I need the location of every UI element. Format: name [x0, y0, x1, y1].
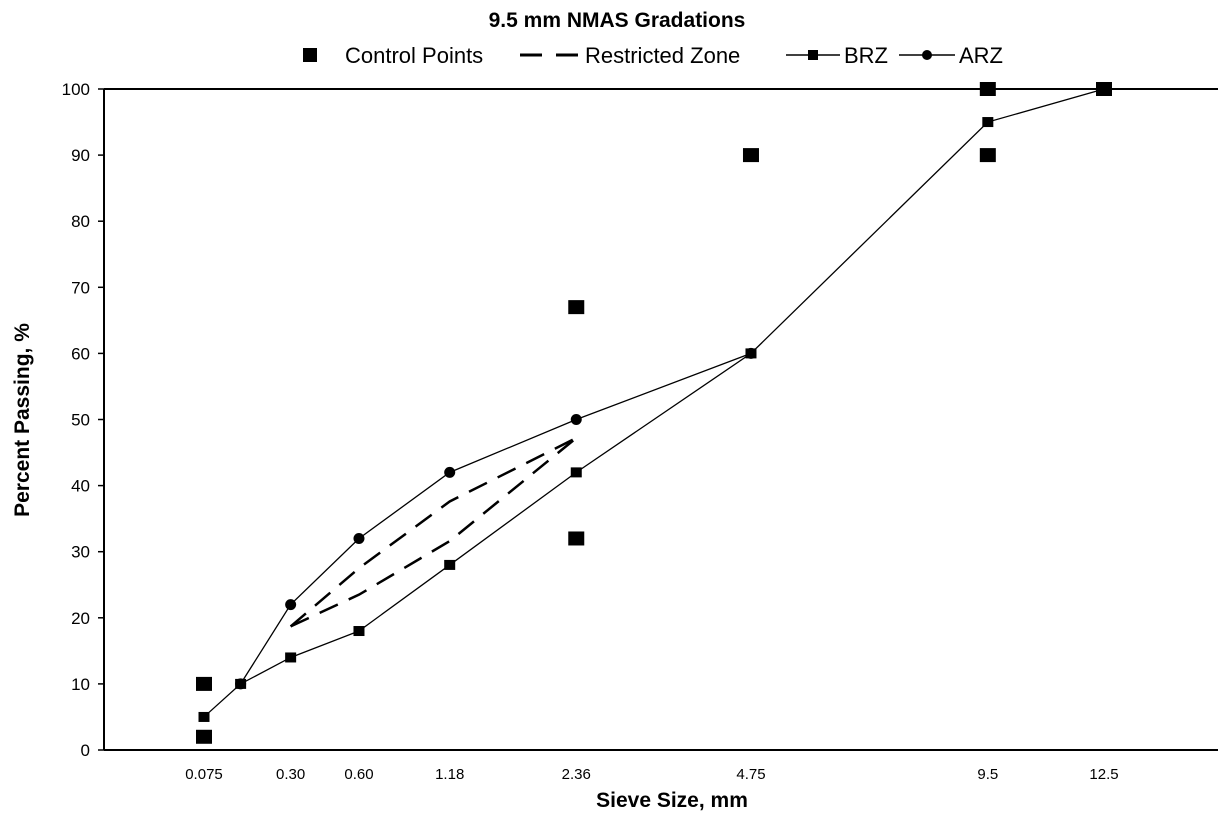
arz-point-marker	[235, 678, 247, 690]
control-point-marker	[196, 676, 212, 691]
series-layer	[196, 82, 1112, 744]
brz-point-marker	[444, 559, 456, 570]
x-tick-label: 0.60	[344, 766, 373, 783]
y-axis-title: Percent Passing, %	[11, 323, 34, 517]
control-point-marker	[979, 148, 996, 163]
brz-point-marker	[570, 467, 582, 478]
chart-axes	[103, 88, 1218, 751]
x-tick-label: 4.75	[736, 766, 765, 783]
arz-point-marker	[444, 466, 456, 478]
y-tick-label: 50	[71, 411, 90, 430]
x-axis-title: Sieve Size, mm	[596, 789, 748, 812]
x-axis-ticks: 0.075 0.30 0.60 1.18 2.36 4.75 9.5 12.5	[185, 766, 1118, 783]
y-tick-label: 70	[71, 278, 90, 297]
restricted-zone-line	[290, 437, 578, 628]
x-tick-label: 1.18	[435, 766, 464, 783]
x-tick-label: 12.5	[1089, 766, 1118, 783]
y-tick-label: 90	[71, 146, 90, 165]
series-restricted-zone	[289, 436, 578, 628]
control-point-marker	[742, 148, 759, 163]
x-tick-label: 9.5	[977, 766, 998, 783]
x-tick-label: 0.30	[276, 766, 305, 783]
control-point-marker	[568, 300, 585, 315]
series-arz	[235, 347, 757, 690]
chart-title: 9.5 mm NMAS Gradations	[489, 9, 746, 32]
y-tick-label: 10	[71, 675, 90, 694]
x-tick-label: 0.075	[185, 766, 223, 783]
legend-label-control-points: Control Points	[345, 43, 483, 68]
control-point-marker	[196, 729, 212, 744]
x-tick-label: 2.36	[562, 766, 591, 783]
brz-point-marker	[353, 626, 365, 637]
legend-marker-brz	[808, 50, 818, 60]
legend-label-arz: ARZ	[959, 43, 1003, 68]
y-tick-label: 100	[62, 80, 90, 99]
y-tick-label: 30	[71, 543, 90, 562]
chart-legend: Control Points Restricted Zone BRZ ARZ	[303, 43, 1003, 68]
y-tick-label: 80	[71, 212, 90, 231]
control-point-marker	[979, 82, 996, 96]
brz-line	[203, 88, 1105, 718]
series-control-points	[196, 82, 1112, 744]
y-tick-label: 40	[71, 477, 90, 496]
y-tick-label: 0	[81, 741, 90, 760]
y-axis-ticks: 0 10 20 30 40 50 60 70 80 90 100	[62, 80, 104, 760]
arz-point-marker	[353, 532, 365, 544]
legend-marker-arz	[922, 50, 932, 60]
arz-point-marker	[745, 347, 757, 359]
legend-label-brz: BRZ	[844, 43, 888, 68]
brz-point-marker	[198, 711, 210, 722]
brz-point-marker	[982, 117, 994, 128]
legend-marker-control-points	[303, 48, 317, 62]
restricted-zone-line	[289, 436, 577, 628]
y-tick-label: 20	[71, 609, 90, 628]
series-brz	[198, 84, 1110, 722]
arz-line	[240, 352, 752, 685]
y-tick-label: 60	[71, 344, 90, 363]
control-point-marker	[568, 531, 585, 546]
legend-label-restricted-zone: Restricted Zone	[585, 43, 740, 68]
brz-point-marker	[285, 652, 297, 663]
arz-point-marker	[285, 599, 297, 611]
brz-point-marker	[1098, 84, 1110, 94]
arz-point-marker	[570, 414, 582, 425]
